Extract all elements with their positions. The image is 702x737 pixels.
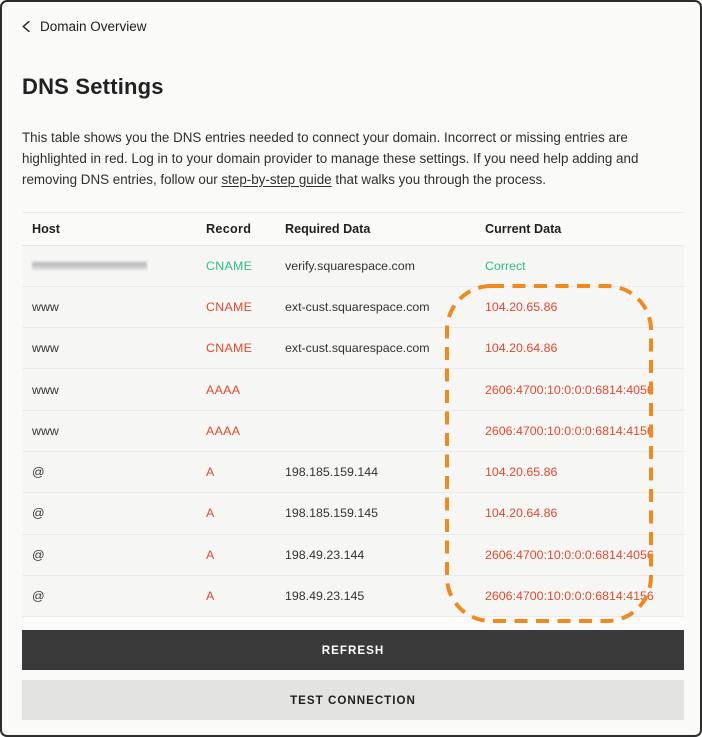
- table-row: @ A 198.49.23.145 2606:4700:10:0:0:0:6814:4…: [22, 575, 684, 618]
- cell-required-data: verify.squarespace.com: [285, 258, 415, 273]
- cell-current-data: 104.20.64.86: [485, 341, 558, 356]
- cell-record-type: A: [206, 589, 215, 604]
- table-row: @ A 198.185.159.145 104.20.64.86: [22, 493, 684, 535]
- description-after-link: that walks you through the process.: [331, 171, 546, 187]
- column-header-record: Record: [206, 221, 252, 236]
- cell-host: [22, 261, 206, 271]
- table-row: CNAME verify.squarespace.com Correct: [22, 245, 684, 287]
- step-by-step-guide-link[interactable]: step-by-step guide: [221, 171, 332, 187]
- cell-current-data: 2606:4700:10:0:0:0:6814:4056: [485, 547, 654, 562]
- cell-record-type: AAAA: [206, 423, 241, 438]
- cell-host: @: [32, 506, 45, 521]
- chevron-left-icon: [20, 20, 33, 33]
- table-row: www CNAME ext-cust.squarespace.com 104.20.6…: [22, 328, 684, 370]
- table-row: @ A 198.185.159.144 104.20.65.86: [22, 451, 684, 494]
- cell-required-data: ext-cust.squarespace.com: [285, 299, 430, 314]
- cell-required-data: 198.49.23.144: [285, 547, 365, 562]
- back-to-domain-overview-link[interactable]: Domain Overview: [20, 16, 147, 36]
- refresh-button[interactable]: REFRESH: [22, 630, 684, 671]
- cell-current-data: 2606:4700:10:0:0:0:6814:4056: [485, 382, 654, 397]
- table-row: www CNAME ext-cust.squarespace.com 104.20.6…: [22, 286, 684, 329]
- column-header-current: Current Data: [485, 221, 562, 236]
- cell-record-type: AAAA: [206, 382, 241, 397]
- test-connection-button[interactable]: TEST CONNECTION: [22, 680, 684, 721]
- cell-record-type: A: [206, 506, 215, 521]
- cell-record-type: A: [206, 547, 215, 562]
- cell-current-data: 104.20.65.86: [485, 465, 558, 480]
- description-text: This table shows you the DNS entries nee…: [22, 127, 684, 190]
- cell-record-type: CNAME: [206, 299, 253, 314]
- cell-required-data: 198.185.159.145: [285, 506, 379, 521]
- cell-host: www: [32, 382, 59, 397]
- table-body: CNAME verify.squarespace.com Correct www CNA…: [22, 245, 684, 618]
- cell-current-data: 2606:4700:10:0:0:0:6814:4156: [485, 589, 654, 604]
- table-row: @ A 198.49.23.144 2606:4700:10:0:0:0:6814:4…: [22, 534, 684, 576]
- cell-required-data: 198.185.159.144: [285, 465, 379, 480]
- page-title: DNS Settings: [22, 73, 164, 99]
- cell-current-data: 2606:4700:10:0:0:0:6814:4156: [485, 423, 654, 438]
- cell-record-type: CNAME: [206, 341, 253, 356]
- cell-required-data: 198.49.23.145: [285, 589, 365, 604]
- column-header-required: Required Data: [285, 221, 371, 236]
- cell-record-type: CNAME: [206, 258, 253, 273]
- cell-current-data: Correct: [485, 258, 526, 273]
- table-header-row: Host Record Required Data Current Data: [22, 211, 684, 246]
- dns-records-table: Host Record Required Data Current Data C…: [22, 211, 684, 618]
- table-row: www AAAA 2606:4700:10:0:0:0:6814:4156: [22, 410, 684, 452]
- cell-host: www: [32, 341, 59, 356]
- description-before-link: This table shows you the DNS entries nee…: [22, 129, 639, 187]
- cell-current-data: 104.20.65.86: [485, 299, 558, 314]
- cell-host: www: [32, 299, 59, 314]
- column-header-host: Host: [32, 221, 60, 236]
- cell-host: www: [32, 423, 59, 438]
- cell-host: @: [32, 547, 45, 562]
- back-link-label: Domain Overview: [40, 18, 147, 34]
- cell-current-data: 104.20.64.86: [485, 506, 558, 521]
- table-row: www AAAA 2606:4700:10:0:0:0:6814:4056: [22, 369, 684, 411]
- cell-required-data: ext-cust.squarespace.com: [285, 341, 430, 356]
- cell-host: @: [32, 465, 45, 480]
- cell-host: @: [32, 589, 45, 604]
- cell-record-type: A: [206, 465, 215, 480]
- redacted-host-value: [32, 261, 147, 271]
